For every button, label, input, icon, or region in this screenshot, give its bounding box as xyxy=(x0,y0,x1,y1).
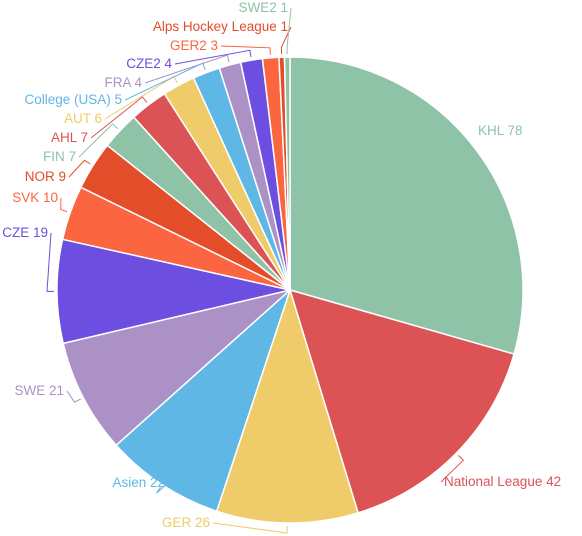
leader-line xyxy=(280,26,292,55)
slice-label: SVK 10 xyxy=(12,190,58,205)
leader-line xyxy=(440,455,465,483)
slice-label: Asien 22 xyxy=(112,475,165,490)
pie-slices xyxy=(56,56,524,524)
pie-slice-cze xyxy=(56,238,291,345)
pie-slice-khl xyxy=(289,56,524,356)
slice-label: AUT 6 xyxy=(64,111,102,126)
leader-line xyxy=(90,96,148,139)
slice-label: AHL 7 xyxy=(51,130,88,145)
leader-line xyxy=(60,197,68,213)
pie-slice-ger xyxy=(215,287,359,524)
pie-slice-swe2 xyxy=(283,56,291,291)
pie-slice-asien xyxy=(115,287,292,513)
leader-line xyxy=(78,123,119,158)
leader-line xyxy=(212,522,288,534)
leader-line xyxy=(66,390,81,403)
leader-line xyxy=(286,7,292,55)
slice-label: College (USA) 5 xyxy=(24,92,122,107)
slice-label: CZE2 4 xyxy=(126,56,172,71)
slice-label: NOR 9 xyxy=(25,169,66,184)
leader-line xyxy=(174,49,252,65)
slice-label: KHL 78 xyxy=(478,123,523,138)
leader-line xyxy=(144,54,230,84)
slice-label: National League 42 xyxy=(444,474,561,489)
slice-label: Alps Hockey League 1 xyxy=(153,19,288,34)
leader-line xyxy=(46,232,54,292)
leader-line xyxy=(68,159,91,178)
slice-label: FRA 4 xyxy=(104,75,142,90)
slice-label: FIN 7 xyxy=(43,149,76,164)
leader-line xyxy=(220,45,271,55)
leader-lines xyxy=(46,7,465,534)
slice-label: CZE 19 xyxy=(2,225,48,240)
leader-line xyxy=(156,482,169,494)
slice-labels: KHL 78 National League 42 GER 26 Asien 22 SW… xyxy=(2,0,561,530)
pie-slice-national-league xyxy=(288,288,515,514)
pie-slice-swe xyxy=(62,289,291,447)
slice-label: SWE 21 xyxy=(14,383,64,398)
slice-label: SWE2 1 xyxy=(238,0,288,15)
slice-label: GER 26 xyxy=(162,515,210,530)
slice-label: GER2 3 xyxy=(170,38,218,53)
